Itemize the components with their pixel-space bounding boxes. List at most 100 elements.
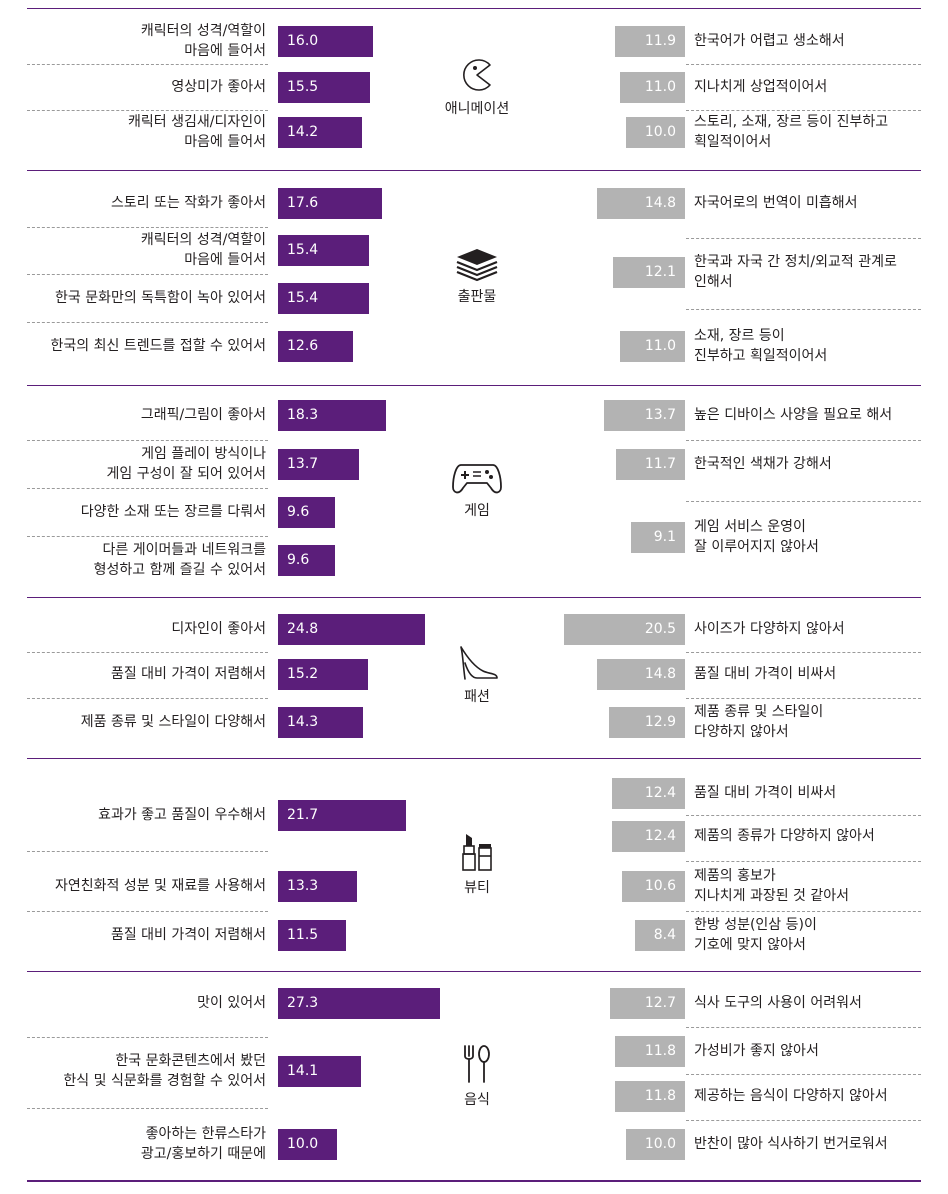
positive-bar-value: 16.0 [287,33,319,49]
negative-reason-label: 제품의 홍보가 지나치게 과장된 것 같아서 [694,868,850,904]
negative-reason-label: 반찬이 많아 식사하기 번거로워서 [694,1136,888,1152]
negative-reason-label: 품질 대비 가격이 비싸서 [694,785,837,801]
row-divider [27,226,268,228]
row-divider [27,109,268,111]
group-separator [27,597,921,598]
positive-reason-label: 다양한 소재 또는 장르를 다뤄서 [80,504,266,520]
row-divider [686,1120,921,1121]
row-divider [686,910,921,912]
row-divider [686,651,921,653]
positive-bar: 15.4 [278,282,370,314]
negative-bar: 11.9 [614,25,685,57]
negative-reason-label: 한국과 자국 간 정치/외교적 관계로 인해서 [694,254,897,290]
negative-reason-label: 스토리, 소재, 장르 등이 진부하고 획일적이어서 [694,114,889,150]
negative-bar: 11.8 [615,1080,685,1112]
row-divider [27,850,268,852]
book-stack-icon [430,243,524,283]
row-divider [686,861,921,862]
negative-reason-label: 식사 도구의 사용이 어려워서 [694,995,862,1011]
category-name: 음식 [464,1091,490,1108]
positive-reason-label: 캐릭터의 성격/역할이 마음에 들어서 [140,232,266,268]
positive-reason-label: 효과가 좋고 품질이 우수해서 [98,807,266,823]
row-divider [686,309,921,310]
negative-bar-value: 12.4 [644,828,676,844]
category-name: 게임 [464,502,490,519]
positive-reason-label: 스토리 또는 작화가 좋아서 [110,195,266,211]
positive-reason-label: 디자인이 좋아서 [171,621,266,637]
positive-bar-value: 21.7 [287,807,319,823]
positive-bar: 14.1 [278,1055,362,1087]
positive-bar-value: 15.4 [287,242,319,258]
negative-bar-value: 12.4 [644,785,676,801]
row-divider [686,237,921,239]
positive-bar: 14.3 [278,706,363,738]
row-divider [686,64,921,65]
row-divider [27,1037,268,1038]
positive-reason-label: 캐릭터의 성격/역할이 마음에 들어서 [140,23,266,59]
row-divider [686,814,921,816]
positive-reason-label: 맛이 있어서 [197,995,266,1011]
negative-reason-label: 한국어가 어렵고 생소해서 [694,33,845,49]
row-divider [686,1073,921,1075]
positive-reason-label: 좋아하는 한류스타가 광고/홍보하기 때문에 [140,1126,266,1162]
negative-bar: 14.8 [597,187,685,219]
group-separator [27,170,921,171]
negative-bar-value: 14.8 [644,195,676,211]
negative-reason-label: 자국어로의 번역이 미흡해서 [694,195,858,211]
positive-bar-value: 15.5 [287,79,319,95]
positive-bar-value: 13.7 [287,456,319,472]
positive-bar-value: 24.8 [287,621,319,637]
row-divider [686,439,921,441]
positive-reason-label: 한국의 최신 트렌드를 접할 수 있어서 [50,338,266,354]
negative-bar: 9.1 [631,521,685,553]
positive-bar-value: 14.3 [287,714,319,730]
positive-reason-label: 품질 대비 가격이 저렴해서 [110,666,266,682]
positive-reason-label: 게임 플레이 방식이나 게임 구성이 잘 되어 있어서 [106,446,266,482]
row-divider [27,698,268,699]
negative-bar: 8.4 [635,919,685,951]
positive-bar-value: 9.6 [287,504,310,520]
row-divider [686,109,921,111]
positive-bar-value: 11.5 [287,927,319,943]
positive-bar-value: 14.2 [287,124,319,140]
positive-bar: 15.4 [278,234,370,266]
negative-bar-value: 10.0 [644,1136,676,1152]
negative-bar: 11.7 [615,448,685,480]
row-divider [27,1107,268,1109]
negative-bar-value: 9.1 [653,529,676,545]
row-divider [686,500,921,502]
category-block: 애니메이션 [430,55,524,119]
positive-bar: 14.2 [278,116,363,148]
negative-bar-value: 11.7 [644,456,676,472]
negative-bar-value: 11.9 [644,33,676,49]
negative-bar-value: 14.8 [644,666,676,682]
category-name: 애니메이션 [444,100,510,117]
positive-bar-value: 10.0 [287,1136,319,1152]
negative-bar: 12.4 [611,820,685,852]
positive-reason-label: 영상미가 좋아서 [171,79,266,95]
cosmetics-icon [430,830,524,874]
negative-bar-value: 10.0 [644,124,676,140]
positive-bar: 27.3 [278,987,440,1019]
positive-bar-value: 15.4 [287,290,319,306]
positive-reason-label: 한국 문화만의 독특함이 녹아 있어서 [55,290,266,306]
fork-spoon-icon [430,1042,524,1086]
row-divider [27,536,268,537]
negative-bar-value: 11.0 [644,79,676,95]
category-block: 패션 [430,643,524,707]
high-heel-icon [430,643,524,683]
row-divider [686,698,921,699]
negative-reason-label: 지나치게 상업적이어서 [694,79,828,95]
positive-bar: 13.7 [278,448,360,480]
positive-bar: 9.6 [278,544,335,576]
negative-reason-label: 높은 디바이스 사양을 필요로 해서 [694,407,893,423]
positive-bar: 11.5 [278,919,347,951]
category-name: 패션 [464,689,490,705]
negative-bar: 10.6 [622,870,685,902]
positive-bar: 15.2 [278,658,368,690]
negative-reason-label: 게임 서비스 운영이 잘 이루어지지 않아서 [694,519,819,555]
negative-bar: 12.7 [609,987,685,1019]
negative-bar: 12.1 [613,256,685,288]
negative-bar: 11.0 [619,330,685,362]
negative-bar-value: 8.4 [653,927,676,943]
